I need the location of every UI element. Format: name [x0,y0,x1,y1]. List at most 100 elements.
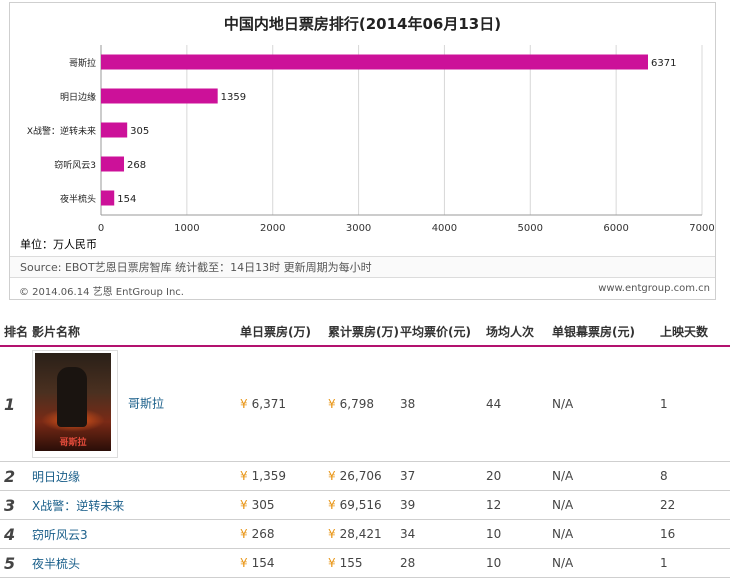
per-show-cell: 12 [486,490,552,520]
per-show-cell: 10 [486,548,552,578]
x-tick-label: 5000 [518,223,543,234]
bar [101,54,648,70]
per-screen-cell: N/A [552,519,660,549]
bar [101,156,125,172]
category-label: 夜半梳头 [60,193,96,205]
x-tick-label: 7000 [689,223,714,234]
days-cell: 1 [660,548,730,578]
daily-cell: ¥305 [240,490,328,520]
box-office-table: 排名 影片名称 单日票房(万) 累计票房(万) 平均票价(元) 场均人次 单银幕… [0,317,730,578]
box-office-chart-panel: 中国内地日票房排行(2014年06月13日) 0 1000 2000 3000 4000… [9,2,716,300]
total-cell: ¥26,706 [328,461,400,491]
rank-cell: 5 [0,548,32,578]
movie-title-link[interactable]: X战警：逆转未来 [32,498,125,513]
per-screen-cell: N/A [552,490,660,520]
x-tick-label: 4000 [432,223,457,234]
per-show-cell: 20 [486,461,552,491]
header-per-show: 场均人次 [486,317,552,347]
movie-title-link[interactable]: 明日边缘 [32,469,81,484]
rank-cell: 4 [0,519,32,549]
x-tick-label: 1000 [174,223,199,234]
per-screen-cell: N/A [552,548,660,578]
bar-chart: 0 1000 2000 3000 4000 5000 6000 7000 6371 哥斯拉 1359… [27,45,715,234]
per-show-cell: 44 [486,346,552,462]
table-header-row: 排名 影片名称 单日票房(万) 累计票房(万) 平均票价(元) 场均人次 单银幕… [0,317,730,347]
rank-cell: 1 [0,346,32,462]
category-label: X战警：逆转未来 [27,125,96,137]
category-label: 明日边缘 [60,91,96,103]
total-cell: ¥28,421 [328,519,400,549]
avg-price-cell: 37 [400,461,486,491]
per-screen-cell: N/A [552,346,660,462]
yen-icon: ¥ [240,469,248,483]
chart-title: 中国内地日票房排行(2014年06月13日) [223,15,502,33]
bar [101,88,218,104]
days-cell: 16 [660,519,730,549]
header-daily: 单日票房(万) [240,317,328,347]
avg-price-cell: 39 [400,490,486,520]
rank-cell: 2 [0,461,32,491]
days-cell: 8 [660,461,730,491]
table-row: 2 明日边缘 ¥1,359 ¥26,706 37 20 N/A 8 [0,461,730,491]
source-line: Source: EBOT艺恩日票房智库 统计截至：14日13时 更新周期为每小时 [10,256,715,278]
daily-cell: ¥1,359 [240,461,328,491]
header-rank: 排名 [0,317,32,347]
movie-title-link[interactable]: 窃听风云3 [32,527,88,542]
name-cell: 明日边缘 [32,461,240,491]
table-row: 5 夜半梳头 ¥154 ¥155 28 10 N/A 1 [0,548,730,578]
per-screen-cell: N/A [552,461,660,491]
table-row: 3 X战警：逆转未来 ¥305 ¥69,516 39 12 N/A 22 [0,490,730,520]
yen-icon: ¥ [328,556,336,570]
bar-value-label: 305 [130,126,149,137]
header-days: 上映天数 [660,317,730,347]
header-total: 累计票房(万) [328,317,400,347]
movie-title-link[interactable]: 哥斯拉 [128,396,165,411]
bar-value-label: 154 [117,194,136,205]
movie-poster[interactable]: 哥斯拉 [32,350,118,458]
yen-icon: ¥ [328,527,336,541]
total-cell: ¥69,516 [328,490,400,520]
rank-cell: 3 [0,490,32,520]
category-label: 哥斯拉 [69,57,96,69]
x-tick-label: 3000 [346,223,371,234]
name-cell: 夜半梳头 [32,548,240,578]
header-name: 影片名称 [32,317,240,347]
avg-price-cell: 28 [400,548,486,578]
bar [101,122,128,138]
header-avg-price: 平均票价(元) [400,317,486,347]
category-label: 窃听风云3 [54,159,96,171]
movie-title-link[interactable]: 夜半梳头 [32,556,81,571]
yen-icon: ¥ [240,397,248,411]
yen-icon: ¥ [328,498,336,512]
name-cell: 窃听风云3 [32,519,240,549]
poster-title: 哥斯拉 [59,438,87,448]
x-tick-label: 0 [98,223,104,234]
table-row: 4 窃听风云3 ¥268 ¥28,421 34 10 N/A 16 [0,519,730,549]
yen-icon: ¥ [328,397,336,411]
yen-icon: ¥ [240,498,248,512]
yen-icon: ¥ [328,469,336,483]
bar-value-label: 268 [127,160,146,171]
table-row: 1 哥斯拉 哥斯拉 ¥6,371 ¥6,798 38 44 N/A 1 [0,346,730,462]
header-per-screen: 单银幕票房(元) [552,317,660,347]
avg-price-cell: 34 [400,519,486,549]
copyright-text: © 2014.06.14 艺恩 EntGroup Inc. [19,287,184,298]
bar-value-label: 1359 [221,92,246,103]
avg-price-cell: 38 [400,346,486,462]
name-cell: 哥斯拉 哥斯拉 [32,346,240,462]
daily-cell: ¥154 [240,548,328,578]
name-cell: X战警：逆转未来 [32,490,240,520]
total-cell: ¥6,798 [328,346,400,462]
total-cell: ¥155 [328,548,400,578]
per-show-cell: 10 [486,519,552,549]
site-link[interactable]: www.entgroup.com.cn [598,283,710,294]
yen-icon: ¥ [240,527,248,541]
x-tick-label: 2000 [260,223,285,234]
days-cell: 22 [660,490,730,520]
yen-icon: ¥ [240,556,248,570]
daily-cell: ¥268 [240,519,328,549]
unit-label: 单位：万人民币 [20,238,97,251]
days-cell: 1 [660,346,730,462]
bar-value-label: 6371 [651,58,676,69]
bar [101,190,115,206]
